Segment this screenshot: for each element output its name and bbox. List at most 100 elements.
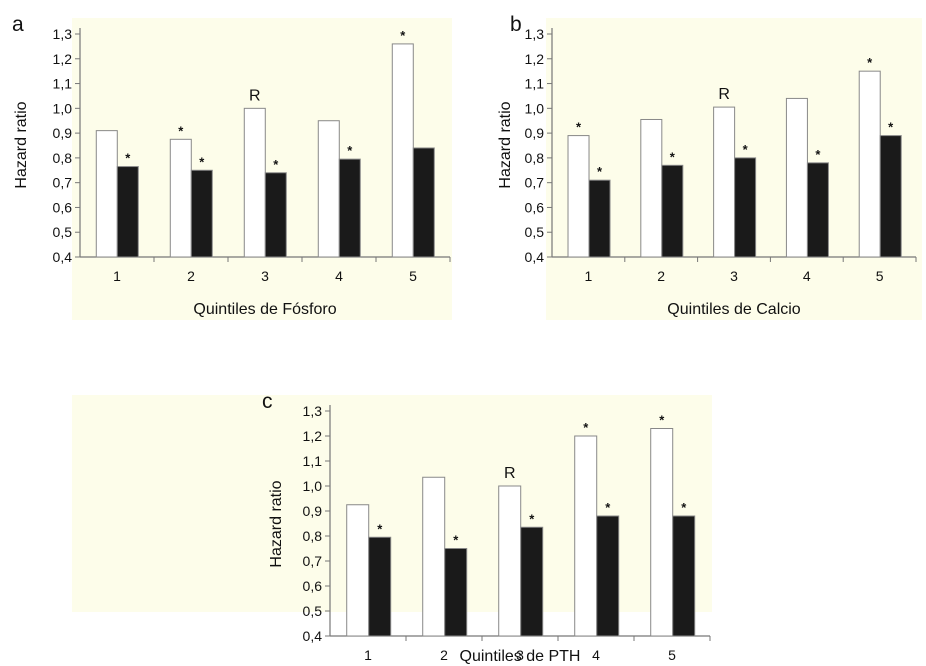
y-axis-title: Hazard ratio xyxy=(497,101,514,188)
y-tick-label: 0,6 xyxy=(53,199,73,215)
bar-adjusted xyxy=(806,162,829,258)
x-tick-label: 2 xyxy=(187,268,195,284)
bar-unadjusted xyxy=(567,135,590,258)
x-tick-label: 5 xyxy=(409,268,417,284)
bar-adjusted xyxy=(879,135,902,258)
y-tick-label: 1,1 xyxy=(303,453,323,469)
y-tick-label: 0,8 xyxy=(525,150,545,166)
panel-letter: a xyxy=(12,13,24,36)
significance-marker: * xyxy=(199,154,205,169)
significance-marker: * xyxy=(605,500,611,515)
bar-unadjusted xyxy=(640,118,663,258)
bar-adjusted xyxy=(596,515,620,637)
significance-marker: * xyxy=(743,142,749,157)
y-tick-label: 0,5 xyxy=(303,603,323,619)
y-tick-label: 1,1 xyxy=(53,76,73,92)
x-tick-label: 2 xyxy=(440,647,448,663)
y-tick-label: 0,9 xyxy=(53,125,73,141)
bar-unadjusted xyxy=(498,485,522,637)
y-tick-label: 0,6 xyxy=(303,578,323,594)
bar-unadjusted xyxy=(713,106,736,258)
y-tick-label: 1,2 xyxy=(53,51,73,67)
bar-adjusted xyxy=(444,548,468,637)
bar-unadjusted xyxy=(243,107,266,258)
x-tick-label: 2 xyxy=(657,268,665,284)
panel-letter: c xyxy=(262,390,273,413)
significance-marker: * xyxy=(815,147,821,162)
bar-unadjusted xyxy=(785,97,808,258)
y-tick-label: 0,4 xyxy=(525,249,545,265)
y-tick-label: 0,4 xyxy=(53,249,73,265)
y-axis-title: Hazard ratio xyxy=(13,101,30,188)
y-tick-label: 0,7 xyxy=(525,175,545,191)
y-axis-title: Hazard ratio xyxy=(268,480,285,567)
significance-marker: * xyxy=(867,55,873,70)
y-tick-label: 0,9 xyxy=(303,503,323,519)
significance-marker: * xyxy=(597,164,603,179)
bar-adjusted xyxy=(368,536,392,637)
y-tick-label: 1,2 xyxy=(525,51,545,67)
y-tick-label: 0,5 xyxy=(525,224,545,240)
bar-adjusted xyxy=(116,166,139,258)
significance-marker: * xyxy=(453,533,459,548)
x-tick-label: 3 xyxy=(516,647,524,663)
significance-marker: * xyxy=(273,157,279,172)
x-tick-label: 5 xyxy=(668,647,676,663)
x-tick-label: 1 xyxy=(113,268,121,284)
x-axis-title: Quintiles de PTH xyxy=(460,648,581,665)
significance-marker: * xyxy=(888,120,894,135)
significance-marker: * xyxy=(377,521,383,536)
y-tick-label: 1,0 xyxy=(303,478,323,494)
x-tick-label: 3 xyxy=(261,268,269,284)
y-tick-label: 0,7 xyxy=(53,175,73,191)
significance-marker: * xyxy=(583,420,589,435)
y-tick-label: 1,0 xyxy=(53,100,73,116)
bar-adjusted xyxy=(264,172,287,258)
bar-unadjusted xyxy=(650,428,674,637)
y-tick-label: 1,1 xyxy=(525,76,545,92)
x-tick-label: 4 xyxy=(592,647,600,663)
chart-panel-b: b 0,4 0,5 0,6 0,7 0,8 0,9 1,0 1,1 1,2 1,3 Hazard ra… xyxy=(497,13,922,320)
bar-unadjusted xyxy=(346,504,370,637)
panel-letter: b xyxy=(510,13,522,36)
bar-adjusted xyxy=(520,526,544,637)
x-tick-label: 1 xyxy=(585,268,593,284)
y-tick-label: 1,3 xyxy=(303,403,323,419)
y-tick-label: 0,7 xyxy=(303,553,323,569)
x-tick-label: 4 xyxy=(335,268,343,284)
bar-adjusted xyxy=(588,179,611,258)
chart-panel-a: a 0,4 0,5 0,6 0,7 0,8 0,9 1,0 1,1 1,2 1,3 Hazard ra… xyxy=(12,13,452,320)
significance-marker: * xyxy=(529,511,535,526)
y-tick-label: 0,8 xyxy=(53,150,73,166)
y-tick-label: 0,5 xyxy=(53,224,73,240)
y-tick-label: 0,6 xyxy=(525,199,545,215)
y-tick-label: 1,2 xyxy=(303,428,323,444)
y-tick-label: 1,3 xyxy=(53,26,73,42)
y-tick-label: 1,3 xyxy=(525,26,545,42)
reference-label: R xyxy=(504,465,516,482)
x-axis-title: Quintiles de Calcio xyxy=(667,301,801,318)
bar-adjusted xyxy=(412,147,435,258)
x-tick-label: 1 xyxy=(364,647,372,663)
significance-marker: * xyxy=(347,143,353,158)
significance-marker: * xyxy=(400,28,406,43)
x-tick-label: 4 xyxy=(803,268,811,284)
x-axis-title: Quintiles de Fósforo xyxy=(193,301,336,318)
bar-unadjusted xyxy=(422,476,446,637)
bar-unadjusted xyxy=(574,435,598,637)
y-tick-label: 1,0 xyxy=(525,100,545,116)
reference-label: R xyxy=(718,86,730,103)
bar-adjusted xyxy=(672,515,696,637)
significance-marker: * xyxy=(670,149,676,164)
bar-unadjusted xyxy=(391,43,414,258)
bar-adjusted xyxy=(661,164,684,258)
significance-marker: * xyxy=(125,151,131,166)
bar-unadjusted xyxy=(95,130,118,258)
significance-marker: * xyxy=(576,120,582,135)
reference-label: R xyxy=(249,87,261,104)
bar-unadjusted xyxy=(317,120,340,258)
y-tick-label: 0,8 xyxy=(303,528,323,544)
bar-unadjusted xyxy=(169,138,192,258)
y-tick-label: 0,4 xyxy=(303,628,323,644)
